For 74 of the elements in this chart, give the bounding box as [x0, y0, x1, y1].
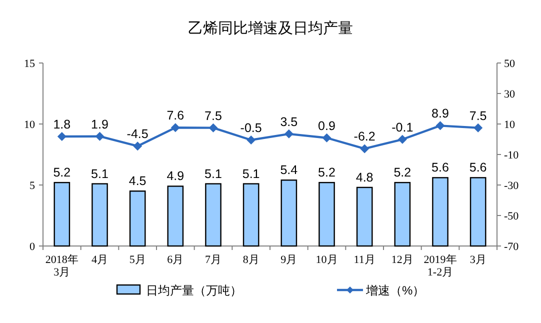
data-label: -0.5	[240, 121, 262, 136]
y-tick-label: 0	[30, 241, 36, 253]
bar	[167, 186, 184, 247]
bar	[394, 182, 411, 247]
data-label: 0.9	[318, 118, 336, 133]
data-label: 1.9	[91, 117, 108, 132]
y2-tick-label: -50	[504, 210, 520, 222]
point	[436, 121, 445, 130]
data-label: 5.2	[53, 166, 71, 180]
x-tick-label: 8月	[242, 254, 260, 266]
x-tick-label: 9月	[280, 254, 298, 266]
data-label: 3.5	[280, 114, 298, 129]
data-label: 5.6	[469, 160, 487, 175]
data-label: 7.5	[469, 108, 487, 123]
data-label: 5.2	[318, 166, 336, 180]
point	[57, 132, 66, 142]
data-label: 4.5	[128, 174, 146, 188]
x-tick-label: 12月	[391, 254, 414, 266]
bar	[432, 177, 448, 247]
bar	[470, 177, 486, 247]
data-label: 5.1	[242, 166, 260, 181]
data-label: 5.1	[91, 166, 108, 181]
x-tick-label: 2018年 3月	[45, 254, 78, 279]
bar	[92, 183, 108, 247]
bar	[280, 180, 298, 247]
bar	[54, 182, 70, 247]
data-label: 5.6	[432, 160, 449, 175]
x-tick-label: 6月	[167, 254, 184, 266]
data-label: 4.8	[356, 170, 374, 184]
y2-tick-label: 10	[504, 119, 516, 131]
point	[95, 132, 104, 141]
y-tick-label: 15	[24, 58, 36, 70]
bar	[129, 190, 146, 247]
point	[246, 136, 256, 145]
point	[474, 123, 483, 132]
point	[133, 142, 142, 151]
point	[284, 129, 294, 138]
bar	[205, 183, 222, 247]
data-label: 5.2	[394, 166, 412, 180]
data-label: 1.8	[53, 118, 71, 132]
data-label: 7.6	[166, 108, 184, 123]
y2-tick-label: 30	[504, 88, 516, 100]
point	[208, 123, 218, 132]
y2-tick-label: 50	[504, 58, 516, 70]
legend-label: 增速（%）	[365, 284, 425, 298]
data-label: 4.9	[166, 169, 184, 184]
data-label: 5.4	[280, 163, 298, 178]
x-tick-label: 10月	[316, 254, 338, 266]
data-label: -0.1	[392, 120, 414, 134]
x-tick-label: 2019年 1-2月	[424, 254, 457, 279]
x-tick-label: 7月	[205, 254, 222, 266]
point	[360, 144, 370, 154]
x-tick-label: 5月	[129, 254, 146, 266]
y-tick-label: 5	[30, 180, 36, 192]
y2-tick-label: -70	[504, 241, 520, 253]
x-tick-label: 4月	[92, 254, 108, 266]
y-tick-label: 10	[24, 119, 36, 131]
x-tick-label: 11月	[354, 254, 376, 266]
point	[322, 133, 332, 142]
data-label: 8.9	[432, 106, 449, 121]
data-label: -4.5	[126, 127, 148, 142]
bar	[318, 182, 335, 247]
chart-title: 乙烯同比增速及日均产量	[188, 20, 353, 37]
data-label: 7.5	[204, 108, 222, 123]
legend-label: 日均产量（万吨）	[146, 284, 242, 298]
point	[398, 134, 407, 144]
data-label: -6.2	[354, 130, 376, 144]
point	[170, 123, 180, 132]
y2-tick-label: -30	[504, 180, 520, 192]
bar	[242, 183, 260, 247]
x-tick-label: 3月	[470, 254, 486, 266]
data-label: 5.1	[204, 166, 222, 181]
y2-tick-label: -10	[504, 150, 520, 162]
bar	[356, 186, 373, 247]
